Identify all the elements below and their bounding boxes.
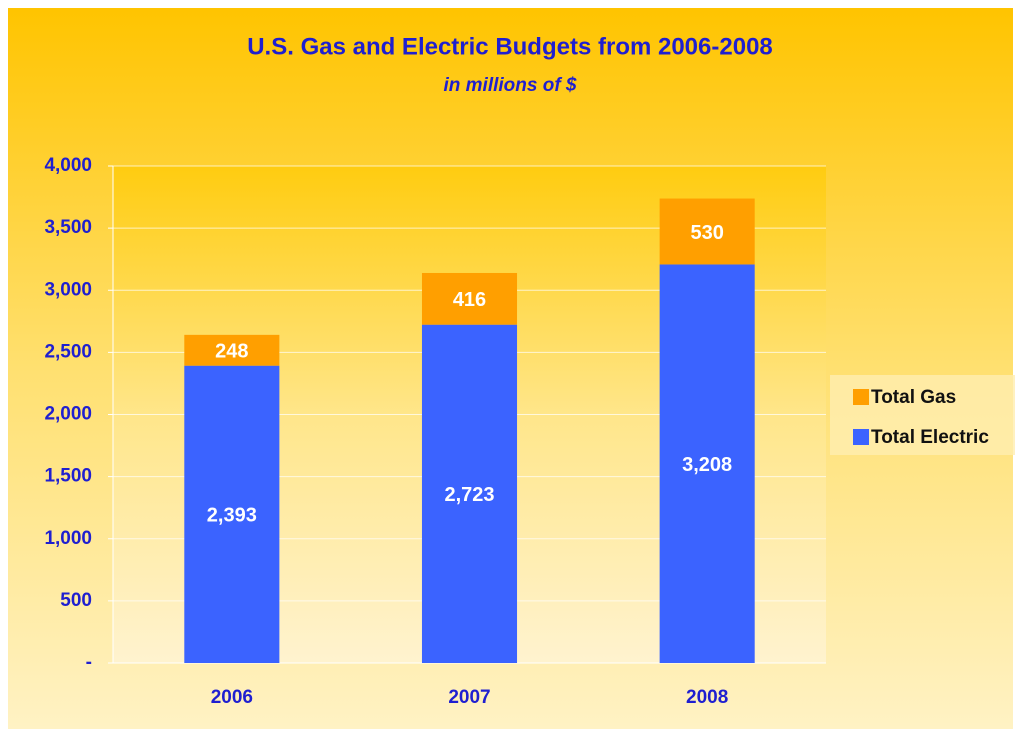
x-tick-label: 2008 bbox=[686, 687, 728, 708]
data-label: 248 bbox=[215, 341, 248, 363]
bar-segment bbox=[184, 334, 280, 366]
bar-segment bbox=[659, 198, 755, 265]
legend-label: Total Gas bbox=[871, 387, 956, 408]
bar-segment bbox=[421, 324, 518, 663]
data-label: 530 bbox=[690, 222, 723, 244]
y-tick-label: - bbox=[86, 652, 92, 673]
y-tick-label: 3,500 bbox=[44, 217, 92, 238]
data-label: 2,393 bbox=[207, 505, 257, 527]
legend-swatch bbox=[853, 429, 869, 445]
data-label: 2,723 bbox=[444, 484, 494, 506]
bar-segment bbox=[659, 264, 755, 663]
data-label: 416 bbox=[453, 289, 486, 311]
y-tick-label: 2,000 bbox=[44, 404, 92, 425]
data-label: 3,208 bbox=[682, 454, 732, 476]
y-tick-label: 1,500 bbox=[44, 466, 92, 487]
y-tick-label: 1,000 bbox=[44, 528, 92, 549]
x-tick-label: 2007 bbox=[448, 687, 490, 708]
x-tick-label: 2006 bbox=[211, 687, 253, 708]
bar-segment bbox=[184, 365, 280, 663]
legend-label: Total Electric bbox=[871, 427, 989, 448]
y-tick-label: 4,000 bbox=[44, 155, 92, 176]
chart-subtitle: in millions of $ bbox=[443, 75, 576, 96]
legend-swatch bbox=[853, 389, 869, 405]
y-tick-label: 3,000 bbox=[44, 279, 92, 300]
chart-title: U.S. Gas and Electric Budgets from 2006-… bbox=[247, 33, 773, 60]
bar-segment bbox=[421, 272, 518, 325]
y-tick-label: 500 bbox=[60, 590, 92, 611]
y-tick-label: 2,500 bbox=[44, 341, 92, 362]
